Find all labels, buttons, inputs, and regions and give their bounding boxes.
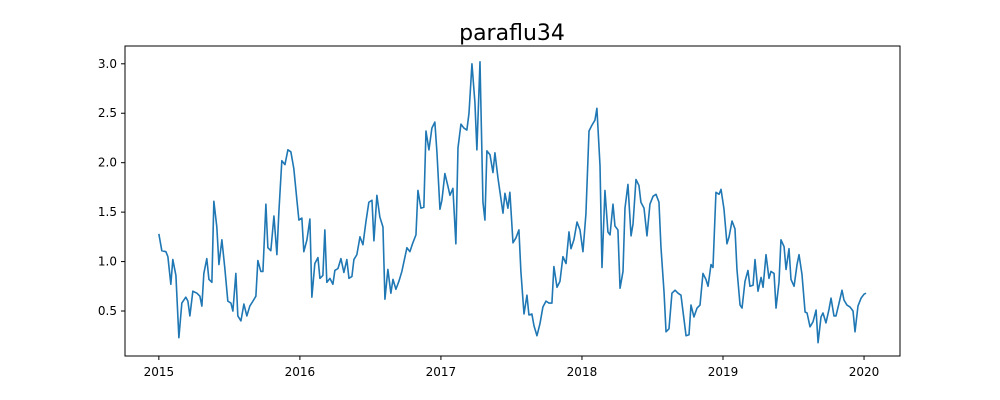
chart-title: paraflu34: [459, 21, 565, 46]
x-tick-label: 2015: [144, 365, 175, 379]
y-tick-label: 1.5: [98, 205, 117, 219]
plot-frame: [124, 45, 901, 357]
x-tick-label: 2019: [708, 365, 739, 379]
y-tick-label: 1.0: [98, 255, 117, 269]
x-tick-label: 2017: [426, 365, 457, 379]
y-tick-label: 0.5: [98, 304, 117, 318]
y-tick-label: 2.0: [98, 156, 117, 170]
y-tick-label: 3.0: [98, 57, 117, 71]
x-tick-label: 2016: [285, 365, 316, 379]
x-tick-label: 2018: [567, 365, 598, 379]
y-tick-label: 2.5: [98, 106, 117, 120]
x-tick-label: 2020: [849, 365, 880, 379]
data-line: [158, 61, 867, 344]
